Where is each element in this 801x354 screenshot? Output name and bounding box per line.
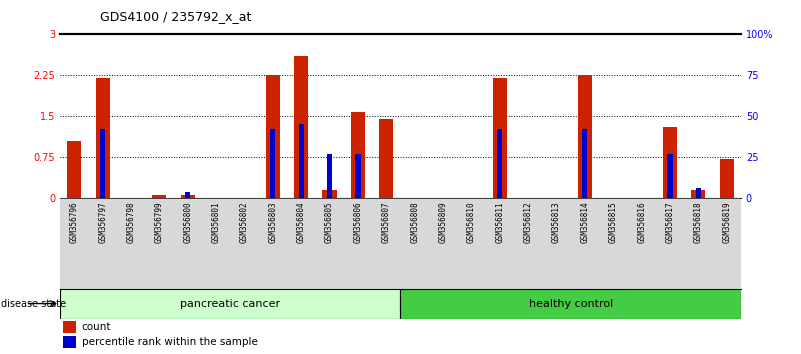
Text: GSM356798: GSM356798 <box>127 201 135 242</box>
Bar <box>493 78 507 198</box>
Bar <box>299 124 304 198</box>
Text: GSM356813: GSM356813 <box>552 201 561 242</box>
Text: GSM356808: GSM356808 <box>410 201 419 242</box>
Text: GSM356817: GSM356817 <box>666 201 674 242</box>
Bar <box>270 129 276 198</box>
Bar <box>356 154 360 198</box>
Bar <box>63 321 76 333</box>
Text: pancreatic cancer: pancreatic cancer <box>180 298 280 309</box>
Text: GSM356799: GSM356799 <box>155 201 164 242</box>
Text: GSM356805: GSM356805 <box>325 201 334 242</box>
Bar <box>667 154 673 198</box>
Text: count: count <box>82 322 111 332</box>
Bar <box>266 75 280 198</box>
Text: GSM356809: GSM356809 <box>439 201 448 242</box>
Text: GSM356814: GSM356814 <box>581 201 590 242</box>
Text: GSM356816: GSM356816 <box>637 201 646 242</box>
Text: GSM356815: GSM356815 <box>609 201 618 242</box>
Text: disease state: disease state <box>1 298 66 309</box>
Bar <box>152 195 167 198</box>
Text: GSM356819: GSM356819 <box>723 201 731 242</box>
Bar <box>67 141 82 198</box>
Bar <box>400 289 741 319</box>
Bar <box>60 289 400 319</box>
Bar <box>497 129 502 198</box>
Text: healthy control: healthy control <box>529 298 613 309</box>
Bar <box>578 75 592 198</box>
Text: GSM356797: GSM356797 <box>99 201 107 242</box>
Text: GSM356806: GSM356806 <box>353 201 362 242</box>
Bar <box>100 129 105 198</box>
Bar <box>63 336 76 348</box>
Text: GSM356796: GSM356796 <box>70 201 78 242</box>
Text: GSM356803: GSM356803 <box>268 201 277 242</box>
Text: GDS4100 / 235792_x_at: GDS4100 / 235792_x_at <box>100 10 252 23</box>
Bar <box>185 192 191 198</box>
Text: GSM356804: GSM356804 <box>296 201 306 242</box>
Bar <box>294 56 308 198</box>
Text: GSM356802: GSM356802 <box>240 201 249 242</box>
Bar <box>351 112 365 198</box>
Bar <box>181 195 195 198</box>
Text: GSM356811: GSM356811 <box>495 201 505 242</box>
Bar <box>95 78 110 198</box>
Text: GSM356807: GSM356807 <box>382 201 391 242</box>
Text: GSM356818: GSM356818 <box>694 201 702 242</box>
Bar <box>696 188 701 198</box>
Text: GSM356810: GSM356810 <box>467 201 476 242</box>
Bar <box>663 127 677 198</box>
Bar <box>582 129 587 198</box>
Bar <box>379 119 393 198</box>
Text: GSM356801: GSM356801 <box>211 201 220 242</box>
Bar <box>691 190 706 198</box>
Bar <box>327 154 332 198</box>
Text: percentile rank within the sample: percentile rank within the sample <box>82 337 258 347</box>
Text: GSM356812: GSM356812 <box>524 201 533 242</box>
Bar <box>323 190 336 198</box>
Text: GSM356800: GSM356800 <box>183 201 192 242</box>
Bar <box>719 159 734 198</box>
